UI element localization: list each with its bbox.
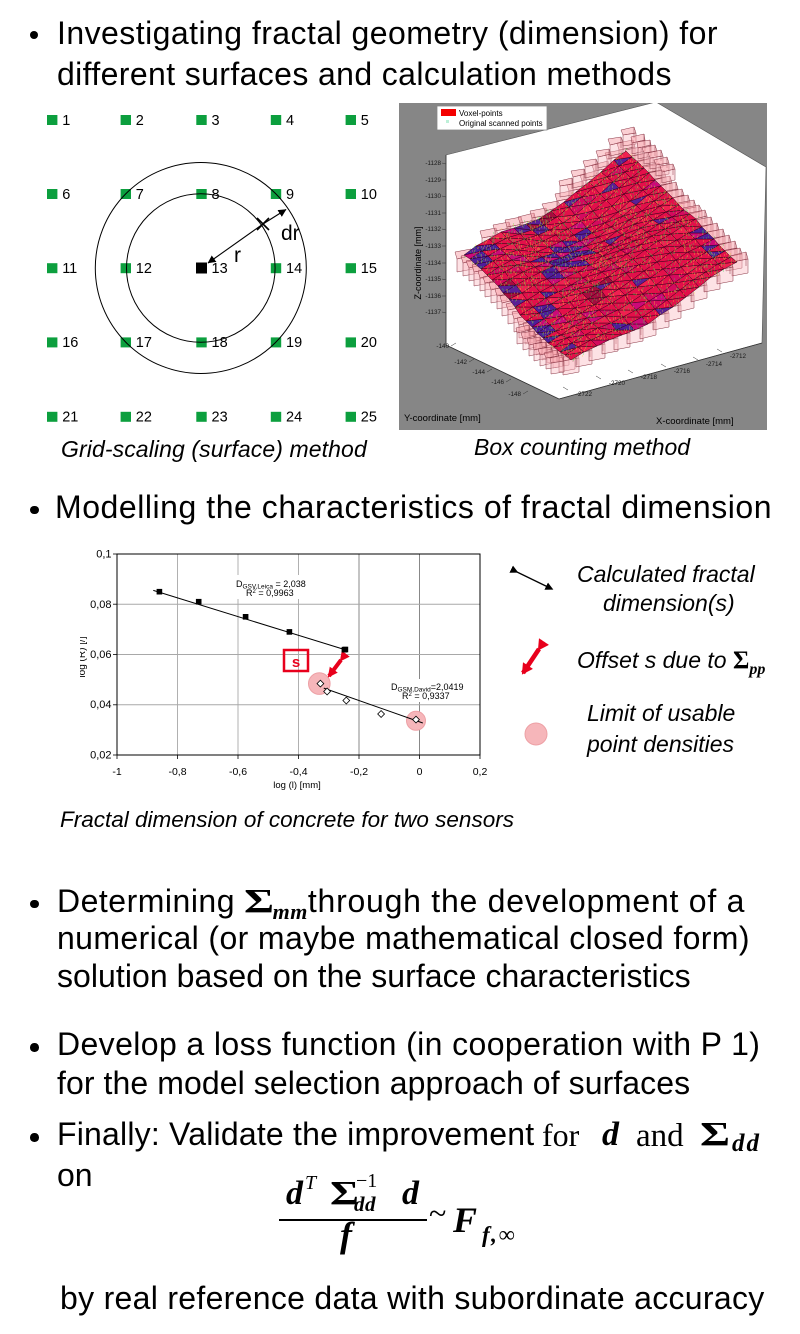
svg-text:s: s: [292, 654, 300, 671]
svg-text:-1131: -1131: [425, 210, 441, 217]
svg-text:DGSV,Leica = 2,038: DGSV,Leica = 2,038: [236, 579, 306, 591]
svg-text:-1135: -1135: [425, 276, 441, 283]
svg-text:0,08: 0,08: [90, 599, 111, 611]
svg-text:12: 12: [136, 261, 152, 277]
svg-text:22: 22: [136, 410, 152, 426]
svg-text:dr: dr: [281, 222, 300, 245]
svg-text:-1130: -1130: [425, 193, 441, 200]
svg-text:18: 18: [212, 335, 228, 351]
svg-text:10: 10: [361, 187, 377, 203]
svg-text:-2712: -2712: [730, 353, 747, 360]
svg-text:13: 13: [212, 261, 228, 277]
svg-text:-1137: -1137: [425, 309, 441, 316]
svg-text:-0,2: -0,2: [350, 766, 368, 778]
svg-text:19: 19: [286, 335, 302, 351]
svg-text:-0,4: -0,4: [289, 766, 307, 778]
svg-text:14: 14: [286, 261, 302, 277]
svg-text:Original scanned points: Original scanned points: [459, 119, 543, 128]
svg-text:Z-coordinate [mm]: Z-coordinate [mm]: [413, 226, 423, 299]
svg-text:-2718: -2718: [641, 374, 658, 381]
svg-text:-2722: -2722: [576, 391, 593, 398]
svg-text:-1129: -1129: [425, 177, 441, 184]
svg-text:-2716: -2716: [674, 368, 691, 375]
svg-text:0: 0: [417, 766, 423, 778]
svg-text:0,06: 0,06: [90, 649, 111, 661]
svg-text:3: 3: [212, 113, 220, 129]
svg-text:-1134: -1134: [425, 260, 441, 267]
svg-text:-0,6: -0,6: [229, 766, 247, 778]
svg-text:7: 7: [136, 187, 144, 203]
svg-text:-146: -146: [491, 379, 504, 386]
svg-text:15: 15: [361, 261, 377, 277]
svg-text:21: 21: [62, 410, 78, 426]
svg-text:0,04: 0,04: [90, 699, 111, 711]
svg-text:r: r: [234, 244, 241, 267]
svg-text:-1133: -1133: [425, 243, 441, 250]
svg-text:6: 6: [62, 187, 70, 203]
svg-text:-2720: -2720: [609, 380, 626, 387]
svg-text:-1136: -1136: [425, 293, 441, 300]
svg-text:20: 20: [361, 335, 377, 351]
svg-text:16: 16: [62, 335, 78, 351]
svg-text:Voxel-points: Voxel-points: [459, 109, 503, 118]
svg-text:-140: -140: [436, 343, 449, 350]
svg-text:log (R) [/]: log (R) [/]: [80, 636, 88, 677]
svg-text:log (l) [mm]: log (l) [mm]: [273, 780, 321, 791]
svg-text:25: 25: [361, 410, 377, 426]
svg-text:9: 9: [286, 187, 294, 203]
svg-text:-1128: -1128: [425, 160, 441, 167]
svg-text:R2 = 0,9963: R2 = 0,9963: [246, 588, 294, 598]
svg-text:-144: -144: [472, 369, 485, 376]
svg-text:0,02: 0,02: [90, 750, 111, 762]
svg-text:Y-coordinate [mm]: Y-coordinate [mm]: [404, 413, 481, 424]
svg-text:23: 23: [212, 410, 228, 426]
svg-text:2: 2: [136, 113, 144, 129]
svg-text:-1: -1: [112, 766, 121, 778]
svg-text:-2714: -2714: [706, 361, 723, 368]
svg-text:R2 = 0,9337: R2 = 0,9337: [402, 691, 450, 701]
svg-text:-148: -148: [508, 391, 521, 398]
svg-text:-142: -142: [454, 359, 467, 366]
svg-text:4: 4: [286, 113, 294, 129]
svg-text:0,1: 0,1: [96, 549, 111, 561]
svg-text:DGSM,David=2,0419: DGSM,David=2,0419: [391, 682, 464, 694]
svg-text:0,2: 0,2: [473, 766, 488, 778]
svg-text:5: 5: [361, 113, 369, 129]
svg-text:-1132: -1132: [425, 226, 441, 233]
svg-text:11: 11: [62, 261, 77, 277]
svg-text:17: 17: [136, 335, 152, 351]
svg-text:X-coordinate [mm]: X-coordinate [mm]: [656, 416, 734, 427]
svg-text:24: 24: [286, 410, 302, 426]
svg-text:1: 1: [62, 113, 70, 129]
svg-text:-0,8: -0,8: [168, 766, 186, 778]
